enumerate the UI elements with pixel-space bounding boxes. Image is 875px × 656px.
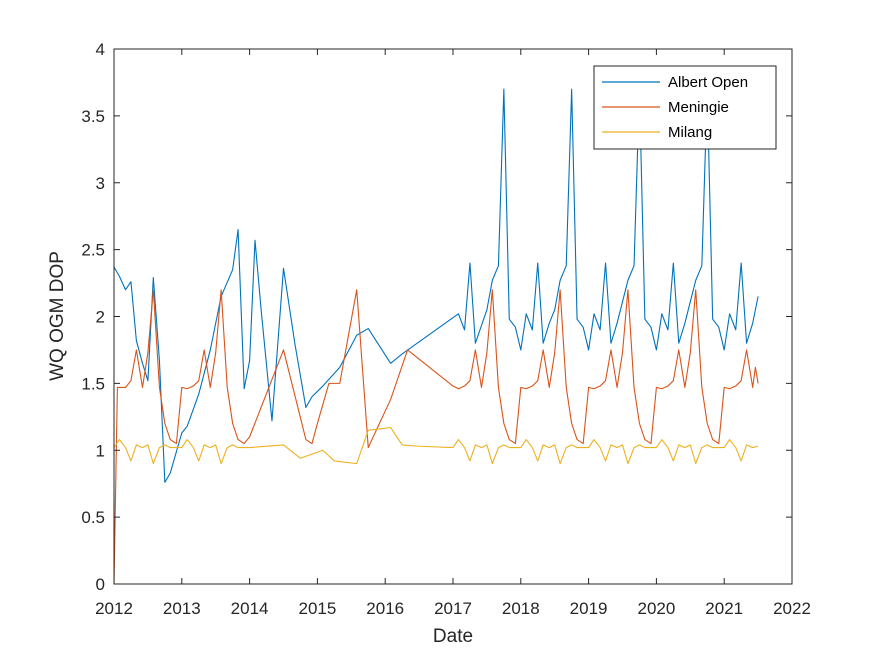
series-line-albert-open	[113, 88, 759, 483]
y-tick-label: 1	[96, 441, 105, 460]
x-tick-label: 2017	[434, 599, 472, 618]
series-line-meningie	[113, 289, 759, 585]
y-tick-label: 3	[96, 174, 105, 193]
x-tick-label: 2013	[163, 599, 201, 618]
x-tick-label: 2018	[502, 599, 540, 618]
x-axis: 2012 2013 2014 2015 2016 2017 2018 2019 2020 2021…	[95, 49, 811, 618]
y-tick-label: 2	[96, 308, 105, 327]
x-tick-label: 2016	[366, 599, 404, 618]
y-tick-label: 2.5	[81, 241, 105, 260]
series-line-milang	[113, 426, 759, 465]
y-tick-label: 0	[96, 575, 105, 594]
legend: Albert Open Meningie Milang	[593, 65, 777, 150]
x-tick-label: 2022	[773, 599, 811, 618]
x-tick-label: 2021	[705, 599, 743, 618]
y-axis: 0 0.5 1 1.5 2 2.5 3 3.5 4	[81, 40, 792, 594]
x-axis-label: Date	[433, 626, 473, 647]
series-layer	[113, 88, 759, 585]
x-tick-label: 2015	[298, 599, 336, 618]
x-tick-label: 2014	[231, 599, 269, 618]
x-tick-label: 2020	[637, 599, 675, 618]
y-tick-label: 3.5	[81, 107, 105, 126]
y-axis-label: WQ OGM DOP	[47, 251, 68, 381]
legend-label: Meningie	[668, 99, 729, 116]
x-tick-label: 2012	[95, 599, 133, 618]
y-tick-label: 0.5	[81, 508, 105, 527]
legend-label: Milang	[668, 124, 712, 141]
y-tick-label: 1.5	[81, 374, 105, 393]
x-tick-label: 2019	[570, 599, 608, 618]
legend-label: Albert Open	[668, 74, 748, 91]
y-tick-label: 4	[96, 40, 105, 59]
